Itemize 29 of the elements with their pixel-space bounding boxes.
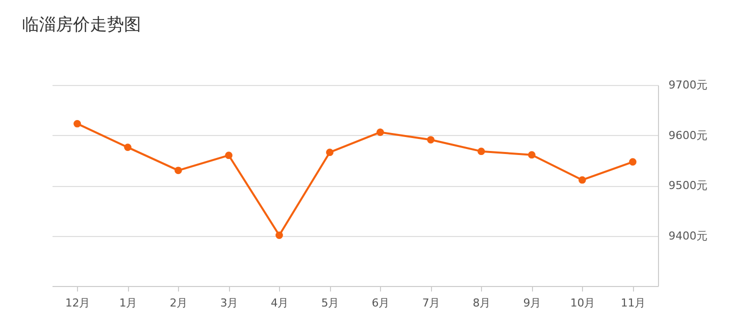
point <box>124 144 132 152</box>
x-tick-label: 1月 <box>119 296 138 310</box>
chart-title: 临淄房价走势图 <box>22 15 141 35</box>
x-tick-label: 2月 <box>170 296 188 310</box>
point <box>578 176 586 184</box>
x-tick-label: 7月 <box>422 296 440 310</box>
point <box>174 166 182 174</box>
point <box>629 158 636 166</box>
x-tick-label: 6月 <box>372 296 390 310</box>
x-tick-label: 5月 <box>321 296 340 310</box>
x-tick-label: 9月 <box>523 296 542 310</box>
y-tick-label: 9700元 <box>668 78 708 92</box>
point <box>276 232 283 239</box>
x-tick-label: 3月 <box>220 296 238 310</box>
point <box>376 128 384 136</box>
x-tick-label: 11月 <box>620 296 646 310</box>
point <box>225 152 232 160</box>
point <box>427 136 434 144</box>
point <box>326 148 334 156</box>
point <box>528 151 536 159</box>
x-tick-label: 10月 <box>570 296 596 310</box>
point <box>478 148 485 156</box>
x-tick-label: 4月 <box>270 296 289 310</box>
y-tick-label: 9400元 <box>668 229 708 242</box>
y-tick-label: 9600元 <box>668 128 708 142</box>
y-tick-label: 9500元 <box>668 179 708 192</box>
x-tick-label: 12月 <box>65 296 90 310</box>
point <box>74 120 81 128</box>
x-tick-label: 8月 <box>472 296 491 310</box>
